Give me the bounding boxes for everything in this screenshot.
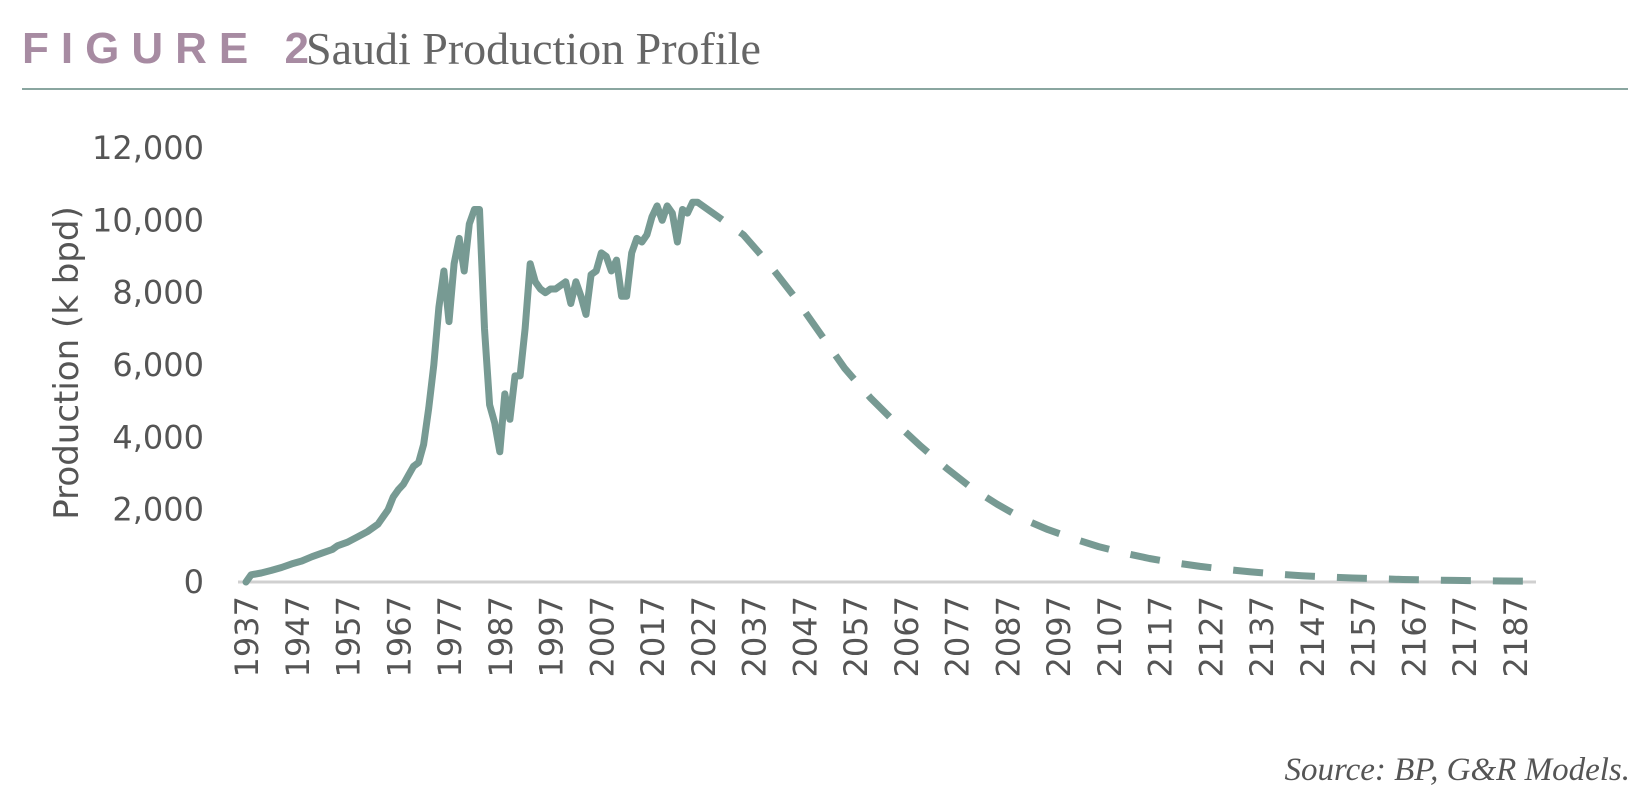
y-tick-label: 2,000 [112,491,204,529]
y-axis-label: Production (k bpd) [47,206,87,519]
x-tick-label: 2067 [888,596,926,677]
x-tick-label: 2177 [1446,596,1484,677]
y-axis: 0 2,000 4,000 6,000 8,000 10,000 12,000 [92,129,204,601]
x-tick-label: 2187 [1497,596,1535,677]
x-axis: 1937 1947 1957 1967 1977 1987 1997 2007 2017 2027… [228,596,1535,677]
x-tick-label: 2087 [989,596,1027,677]
x-tick-label: 2137 [1243,596,1281,677]
x-tick-label: 2027 [685,596,723,677]
x-tick-label: 1957 [330,596,368,677]
y-tick-label: 6,000 [112,346,204,384]
y-tick-label: 8,000 [112,274,204,312]
x-tick-label: 2017 [634,596,672,677]
x-tick-label: 2147 [1294,596,1332,677]
x-tick-label: 2037 [736,596,774,677]
source-note: Source: BP, G&R Models. [1284,752,1630,788]
x-tick-label: 2167 [1395,596,1433,677]
y-tick-label: 12,000 [92,129,204,167]
x-tick-label: 1977 [431,596,469,677]
x-tick-label: 2157 [1345,596,1383,677]
figure-title: Saudi Production Profile [306,23,761,74]
figure-label: FIGURE 2 [22,24,321,73]
forecast-series-line [695,199,1531,585]
x-tick-label: 2097 [1040,596,1078,677]
historical-series-line [242,198,702,586]
x-tick-label: 1987 [482,596,520,677]
y-tick-label: 4,000 [112,418,204,456]
x-tick-label: 2117 [1142,596,1180,677]
x-tick-label: 2127 [1192,596,1230,677]
x-tick-label: 1947 [279,596,317,677]
y-tick-label: 0 [184,563,204,601]
x-tick-label: 2107 [1091,596,1129,677]
series-layer [242,198,1531,586]
x-tick-label: 1997 [533,596,571,677]
x-tick-label: 2047 [786,596,824,677]
figure-header: FIGURE 2 Saudi Production Profile [22,10,1628,90]
x-tick-label: 2007 [583,596,621,677]
y-tick-label: 10,000 [92,201,204,239]
x-tick-label: 2057 [837,596,875,677]
x-tick-label: 1967 [380,596,418,677]
x-tick-label: 2077 [939,596,977,677]
x-tick-label: 1937 [228,596,266,677]
